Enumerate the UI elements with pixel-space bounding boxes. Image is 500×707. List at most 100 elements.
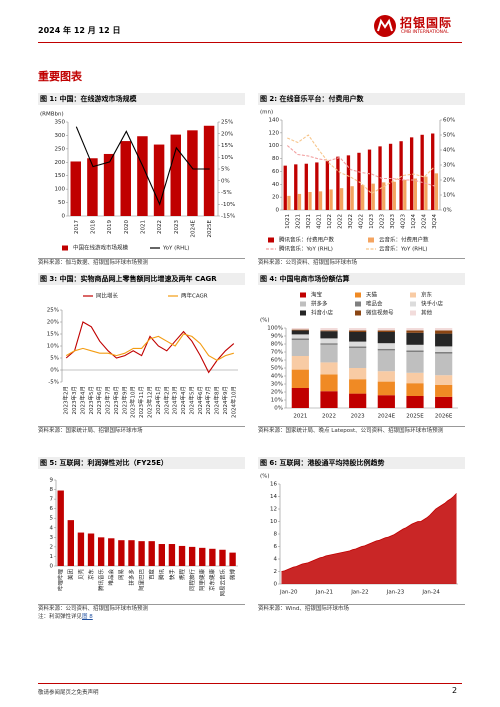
legend-label: 抖音小店: [311, 309, 334, 317]
bar: [97, 537, 105, 566]
x-tick-label: 4Q22: [359, 214, 365, 229]
figure-title: 图 3: 中国：实物商品网上零售额同比增速及两年 CAGR: [38, 273, 245, 285]
y-tick-label: 6: [50, 506, 54, 512]
bar-segment: [320, 338, 338, 344]
bar: [399, 141, 403, 210]
bar: [219, 549, 226, 566]
x-tick-label: Jan-24: [421, 590, 440, 596]
legend-label: YoY (RHL): [162, 246, 189, 252]
bar-segment: [349, 341, 367, 347]
y-tick-label: 10%: [221, 155, 233, 161]
note-link[interactable]: 图 8: [82, 614, 93, 620]
legend-swatch: [300, 301, 306, 307]
bar-segment: [320, 344, 338, 363]
bar: [168, 544, 176, 566]
y-tick-label: 80%: [271, 342, 283, 348]
y-tick-label: 12: [270, 507, 277, 513]
x-tick-label: Jan-20: [279, 590, 298, 596]
bar: [283, 165, 287, 210]
bar: [158, 544, 165, 566]
logo-icon: [374, 15, 396, 37]
bar-segment: [349, 346, 367, 348]
legend-label: 京东: [421, 291, 433, 299]
figure-title: 图 1: 中国：在线游戏市场规模: [38, 93, 245, 105]
bar: [118, 540, 125, 566]
bar: [413, 178, 417, 210]
legend-swatch: [410, 310, 416, 316]
y-tick-label: -15%: [221, 214, 235, 220]
y-tick-label: 0: [62, 214, 66, 220]
bar-segment: [349, 379, 367, 394]
bar-segment: [349, 328, 367, 331]
x-tick-label: 2025E: [406, 414, 424, 420]
report-date: 2024 年 12 月 12 日: [38, 26, 121, 35]
x-tick-label: 3Q22: [348, 214, 354, 229]
y-tick-label: 16: [270, 482, 277, 488]
bar-segment: [435, 375, 453, 385]
bar-segment: [377, 343, 395, 349]
bar: [339, 188, 344, 210]
x-tick-label: 阿里巴巴: [137, 569, 145, 592]
legend-label: 中国在线游戏市场规模: [73, 244, 129, 252]
x-tick-label: 2Q22: [337, 214, 343, 229]
y-tick-label: 14: [270, 494, 277, 500]
x-tick-label: 网易云音乐: [218, 569, 226, 597]
bar: [329, 189, 333, 210]
bar: [287, 195, 291, 210]
x-tick-label: 1Q21: [285, 214, 291, 229]
bar-segment: [320, 362, 338, 375]
x-tick-label: 2021: [141, 220, 147, 234]
bar-segment: [435, 346, 453, 352]
x-tick-label: 2023年5月: [87, 386, 95, 415]
bar-segment: [291, 340, 309, 356]
bar-segment: [406, 344, 424, 351]
y-tick-label: 4: [50, 525, 54, 531]
bar-segment: [435, 328, 453, 331]
y-tick-label: 15%: [47, 332, 59, 338]
bar: [434, 173, 439, 210]
x-tick-label: 美团: [67, 569, 75, 581]
legend-label: 云音乐：YoY (RHL): [379, 245, 427, 253]
x-tick-label: 2Q24: [422, 214, 428, 229]
x-tick-label: 2023年12月: [146, 386, 154, 418]
x-tick-label: 1Q22: [327, 214, 333, 229]
y-tick-label: 8: [274, 532, 278, 538]
y-tick-label: 40: [272, 182, 279, 188]
bar: [297, 193, 302, 210]
bar-segment: [406, 332, 424, 345]
x-tick-label: 2023年6月: [95, 386, 103, 415]
figure-source: 资料来源：公司资料、招银国际环球市场: [258, 258, 465, 267]
logo-cn: 招银国际: [400, 16, 453, 30]
chart: (%) 0% 10% 20% 30% 40% 50% 60% 70% 80% 90% 100% 2021…: [260, 291, 458, 420]
figure-title: 图 6: 互联网：港股通平均持股比例趋势: [258, 457, 465, 469]
bar-segment: [349, 348, 367, 368]
bar: [178, 545, 186, 566]
y-tick-label: 20%: [443, 178, 455, 184]
bar: [209, 548, 216, 566]
bar: [199, 547, 206, 566]
y-tick-label: 50%: [443, 133, 455, 139]
x-tick-label: 2024年9月: [221, 386, 229, 415]
y-tick-label: 140: [269, 118, 280, 124]
y-tick-label: 100: [55, 187, 66, 193]
y-tick-label: 20%: [221, 131, 233, 137]
x-tick-label: 2024E: [191, 219, 197, 237]
bar-segment: [291, 328, 309, 330]
chart: (mn) 0 20 40 60 80 100 120 140 0% 10% 20% 30% 40% 50% 6…: [260, 110, 455, 253]
bar: [308, 192, 312, 210]
bar: [138, 541, 145, 566]
x-tick-label: 微博: [228, 569, 236, 581]
bar: [70, 161, 81, 216]
area-fill: [281, 493, 457, 584]
unit-label: (mn): [260, 110, 273, 116]
y-tick-label: 4: [274, 557, 278, 563]
y-tick-label: 2: [274, 569, 278, 575]
x-tick-label: 2023年8月: [112, 386, 120, 415]
legend-swatch: [368, 237, 374, 243]
y-tick-label: -10%: [221, 202, 235, 208]
bar: [409, 137, 414, 210]
x-tick-label: 2017: [74, 220, 80, 234]
y-tick-label: 7: [50, 497, 54, 503]
bar-segment: [291, 356, 309, 370]
chart: (RMBbn) 0 50 100 150 200 250 300 350 -15% -10% -5% 0…: [40, 112, 235, 252]
